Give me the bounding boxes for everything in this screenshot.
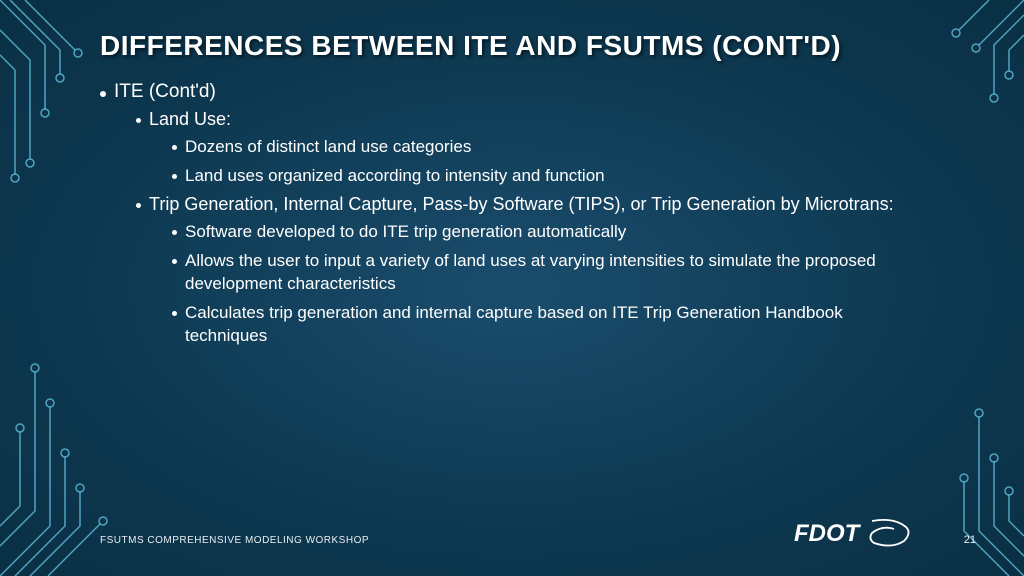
logo-text: FDOT (794, 520, 862, 547)
bullet-icon (172, 311, 177, 316)
bullet-text: ITE (Cont'd) (114, 81, 216, 103)
fdot-logo: FDOT (794, 515, 914, 556)
bullet-icon (172, 174, 177, 179)
bullet-list: ITE (Cont'd) Land Use: Dozens of distinc… (100, 81, 924, 348)
bullet-text: Dozens of distinct land use categories (185, 136, 471, 159)
bullet-icon (136, 203, 141, 208)
bullet-text: Land Use: (149, 109, 231, 130)
bullet-icon (136, 118, 141, 123)
footer-text: FSUTMS COMPREHENSIVE MODELING WORKSHOP (100, 535, 369, 546)
slide: DIFFERENCES BETWEEN ITE AND FSUTMS (CONT… (0, 0, 1024, 576)
bullet-icon (100, 91, 106, 97)
bullet-icon (172, 230, 177, 235)
page-number: 21 (964, 534, 976, 546)
bullet-text: Land uses organized according to intensi… (185, 165, 605, 188)
bullet-text: Calculates trip generation and internal … (185, 302, 924, 348)
bullet-icon (172, 145, 177, 150)
slide-title: DIFFERENCES BETWEEN ITE AND FSUTMS (CONT… (100, 28, 924, 63)
bullet-text: Allows the user to input a variety of la… (185, 250, 924, 296)
bullet-text: Trip Generation, Internal Capture, Pass-… (149, 194, 894, 215)
bullet-text: Software developed to do ITE trip genera… (185, 221, 626, 244)
bullet-icon (172, 259, 177, 264)
